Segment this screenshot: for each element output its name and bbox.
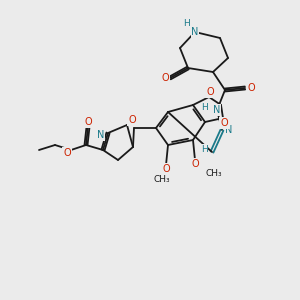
Text: O: O <box>162 164 170 174</box>
Text: N: N <box>213 105 221 115</box>
Text: O: O <box>191 159 199 169</box>
Text: O: O <box>128 115 136 125</box>
Text: N: N <box>191 27 199 37</box>
Text: H: H <box>201 145 207 154</box>
Text: H: H <box>183 20 189 28</box>
Text: O: O <box>220 118 228 128</box>
Text: O: O <box>161 73 169 83</box>
Text: CH₃: CH₃ <box>154 175 170 184</box>
Text: H: H <box>202 103 208 112</box>
Text: N: N <box>225 125 233 135</box>
Text: O: O <box>84 117 92 127</box>
Text: CH₃: CH₃ <box>206 169 223 178</box>
Text: O: O <box>247 83 255 93</box>
Text: O: O <box>206 87 214 97</box>
Text: N: N <box>97 130 105 140</box>
Text: O: O <box>63 148 71 158</box>
